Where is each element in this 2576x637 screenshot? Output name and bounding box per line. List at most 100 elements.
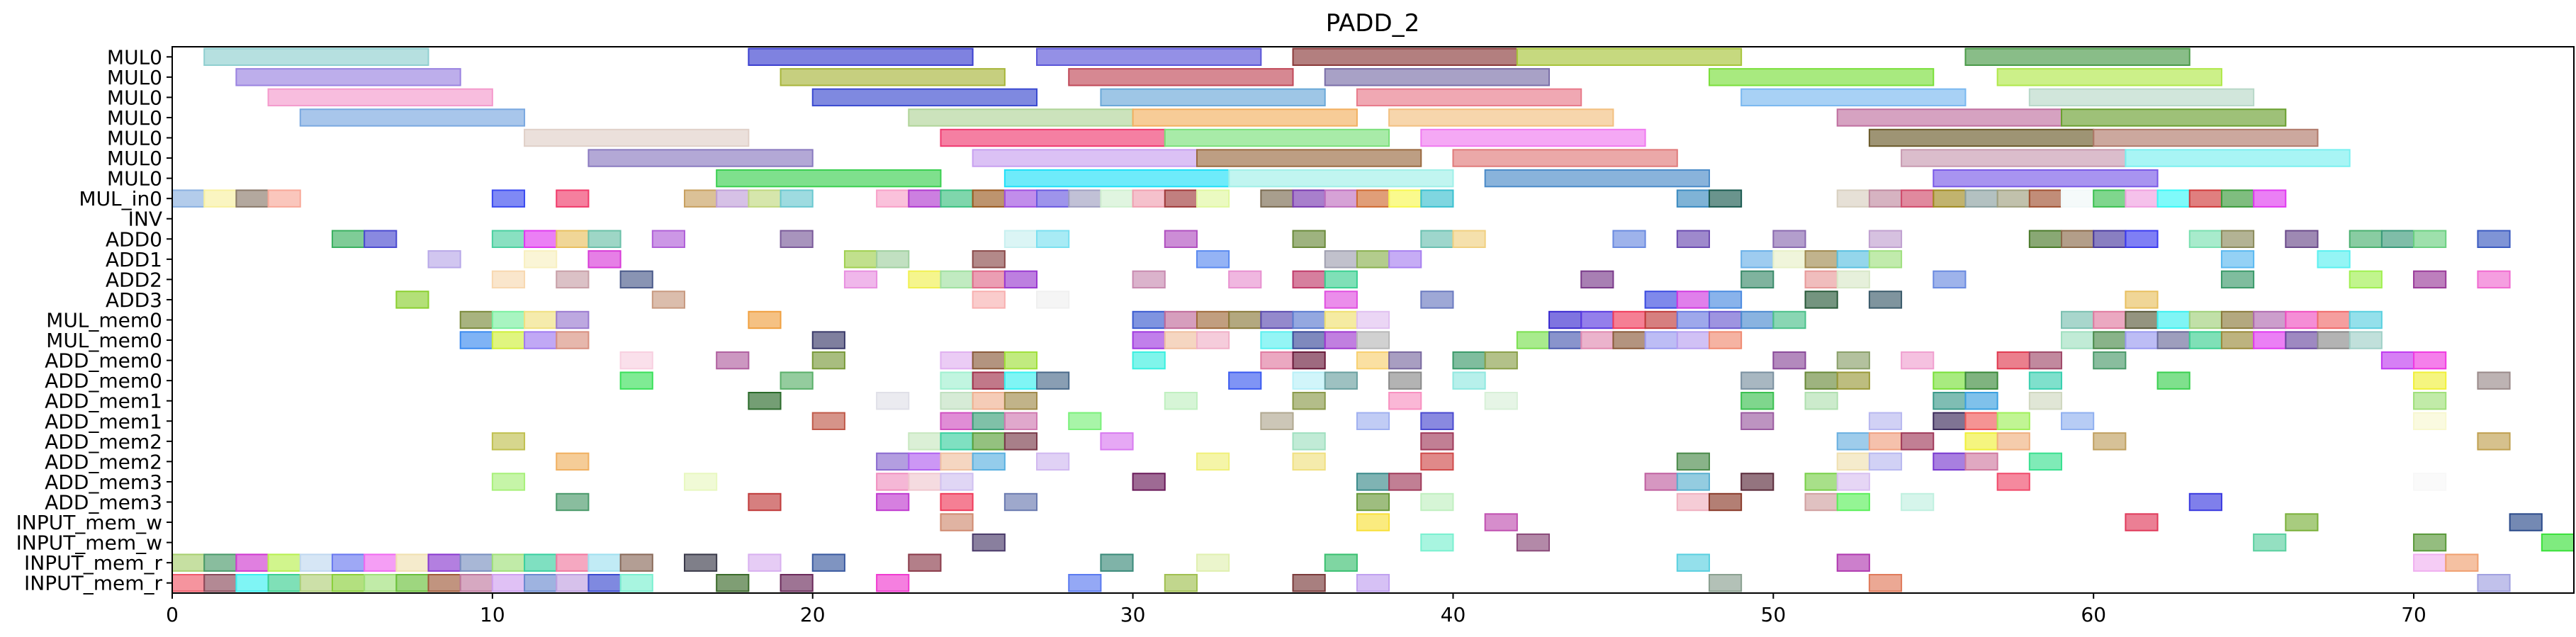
- task-bar: [1708, 331, 1743, 349]
- task-bar: [1964, 371, 1998, 390]
- task-bar: [1196, 452, 1230, 471]
- task-bar: [811, 331, 845, 349]
- task-bar: [1228, 169, 1454, 188]
- task-bar: [1324, 291, 1358, 309]
- task-bar: [1003, 412, 1038, 430]
- task-bar: [1708, 574, 1743, 592]
- task-bar: [1868, 230, 1903, 248]
- task-bar: [2477, 230, 2511, 248]
- task-bar: [2156, 331, 2190, 349]
- task-bar: [780, 230, 814, 248]
- task-bar: [876, 250, 910, 269]
- task-bar: [1548, 310, 1582, 329]
- task-bar: [556, 492, 590, 512]
- task-bar: [1068, 189, 1102, 208]
- task-bar: [2220, 250, 2255, 269]
- task-bar: [491, 189, 526, 208]
- y-tick-label: ADD2: [106, 268, 162, 291]
- task-bar: [1644, 291, 1678, 309]
- x-tick-label: 0: [166, 603, 179, 626]
- task-bar: [876, 574, 910, 592]
- task-bar: [651, 291, 685, 309]
- task-bar: [2125, 513, 2159, 531]
- x-axis: 0 10 20 30 40 50 60 70: [166, 593, 2426, 626]
- task-bar: [1708, 291, 1743, 309]
- task-bar: [2445, 553, 2479, 572]
- task-bars: [171, 47, 2575, 592]
- x-tick-label: 30: [1120, 603, 1146, 626]
- task-bar: [2061, 189, 2095, 208]
- task-bar: [2028, 392, 2063, 410]
- task-bar: [811, 553, 845, 572]
- task-bar: [556, 331, 590, 349]
- task-bar: [2253, 189, 2287, 208]
- task-bar: [1260, 351, 1294, 370]
- task-bar: [1132, 310, 1166, 329]
- task-bar: [556, 189, 590, 208]
- task-bar: [524, 553, 558, 572]
- task-bar: [1292, 371, 1326, 390]
- task-bar: [331, 574, 366, 592]
- task-bar: [2285, 513, 2319, 531]
- task-bar: [843, 270, 878, 289]
- task-bar: [716, 169, 942, 188]
- task-bar: [1164, 310, 1198, 329]
- x-tick-label: 40: [1441, 603, 1466, 626]
- task-bar: [459, 310, 493, 329]
- task-bar: [1292, 189, 1326, 208]
- task-bar: [1164, 128, 1390, 147]
- task-bar: [1804, 392, 1838, 410]
- task-bar: [1324, 371, 1358, 390]
- task-bar: [1868, 574, 1903, 592]
- task-bar: [1324, 250, 1358, 269]
- task-bar: [1132, 351, 1166, 370]
- task-bar: [2093, 189, 2127, 208]
- task-bar: [619, 351, 653, 370]
- task-bar: [2061, 412, 2095, 430]
- task-bar: [1388, 189, 1422, 208]
- task-bar: [1132, 331, 1166, 349]
- task-bar: [940, 392, 974, 410]
- task-bar: [1836, 371, 1870, 390]
- task-bar: [364, 230, 398, 248]
- y-tick-label: MUL0: [107, 66, 162, 89]
- task-bar: [1036, 371, 1070, 390]
- task-bar: [1964, 392, 1998, 410]
- task-bar: [1388, 351, 1422, 370]
- task-bar: [940, 452, 974, 471]
- task-bar: [556, 230, 590, 248]
- task-bar: [1164, 230, 1198, 248]
- task-bar: [1484, 392, 1518, 410]
- task-bar: [1132, 189, 1166, 208]
- task-bar: [876, 189, 910, 208]
- task-bar: [2220, 230, 2255, 248]
- task-bar: [619, 553, 653, 572]
- task-bar: [1676, 473, 1710, 491]
- task-bar: [1996, 432, 2030, 451]
- task-bar: [1292, 230, 1326, 248]
- task-bar: [1708, 68, 1935, 86]
- task-bar: [331, 230, 366, 248]
- task-bar: [427, 574, 461, 592]
- task-bar: [940, 432, 974, 451]
- task-bar: [1548, 331, 1582, 349]
- task-bar: [940, 412, 974, 430]
- task-bar: [1003, 351, 1038, 370]
- task-bar: [972, 392, 1006, 410]
- task-bar: [1003, 432, 1038, 451]
- task-bar: [683, 553, 718, 572]
- task-bar: [1452, 371, 1486, 390]
- task-bar: [1708, 310, 1743, 329]
- task-bar: [1388, 371, 1422, 390]
- y-tick-label: ADD_mem1: [45, 390, 162, 413]
- task-bar: [2093, 128, 2319, 147]
- task-bar: [524, 128, 750, 147]
- task-bar: [203, 574, 237, 592]
- task-bar: [1228, 310, 1262, 329]
- task-bar: [1836, 108, 2063, 127]
- task-bar: [748, 392, 782, 410]
- task-bar: [2061, 230, 2095, 248]
- task-bar: [1003, 492, 1038, 512]
- task-bar: [2061, 310, 2095, 329]
